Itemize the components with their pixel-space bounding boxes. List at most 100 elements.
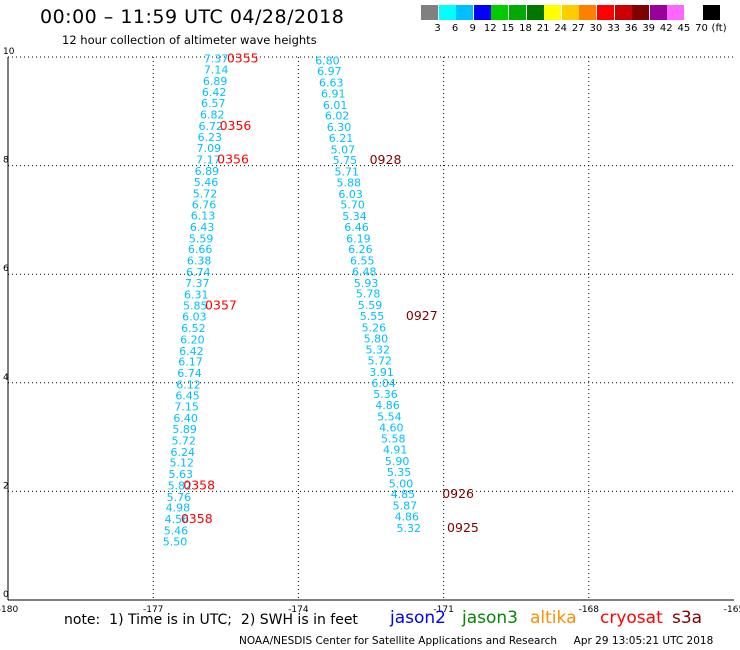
satellite-label-jason3: jason3 xyxy=(462,608,518,628)
wave-height-value: 6.74 xyxy=(177,367,202,380)
wave-height-value: 6.20 xyxy=(180,333,205,346)
pass-time-label: 0925 xyxy=(447,520,479,535)
scale-swatch xyxy=(685,5,702,20)
scale-swatch xyxy=(491,5,509,20)
wave-height-value: 6.45 xyxy=(175,389,200,402)
wave-height-value: 5.12 xyxy=(170,457,195,470)
scale-label: 30 xyxy=(589,23,603,34)
scale-swatch xyxy=(649,5,667,20)
wave-height-value: 4.86 xyxy=(395,510,420,523)
wave-height-value: 5.88 xyxy=(336,176,361,189)
scale-swatch xyxy=(421,5,438,20)
scale-label: 12 xyxy=(483,23,497,34)
scale-swatch xyxy=(526,5,544,20)
scale-label: 15 xyxy=(501,23,515,34)
wave-height-value: 7.17 xyxy=(196,154,221,167)
wave-height-value: 6.82 xyxy=(200,109,225,122)
wave-height-value: 6.46 xyxy=(344,221,369,234)
pass-time-label: 0357 xyxy=(205,298,237,313)
wave-height-value: 5.46 xyxy=(164,524,189,537)
wave-height-value: 5.89 xyxy=(172,423,197,436)
wave-height-value: 6.31 xyxy=(184,288,209,301)
wave-height-value: 5.75 xyxy=(333,154,358,167)
wave-height-value: 6.55 xyxy=(350,255,375,268)
wave-height-value: 5.00 xyxy=(389,477,414,490)
chart-subtitle: 12 hour collection of altimeter wave hei… xyxy=(62,33,317,47)
scale-swatch xyxy=(509,5,526,20)
wave-height-value: 6.24 xyxy=(170,446,195,459)
scale-label: (ft) xyxy=(711,23,727,34)
x-tick-label: -177 xyxy=(143,605,163,615)
scale-swatch xyxy=(632,5,650,20)
y-tick-label: 2 xyxy=(3,481,9,491)
wave-height-value: 5.59 xyxy=(358,299,383,312)
wave-height-value: 7.09 xyxy=(197,142,222,155)
scale-swatch xyxy=(667,5,685,20)
wave-height-value: 6.97 xyxy=(317,65,342,78)
wave-height-value: 6.76 xyxy=(192,199,217,212)
wave-height-value: 6.38 xyxy=(187,255,212,268)
wave-height-value: 5.55 xyxy=(360,310,385,323)
x-tick-label: -168 xyxy=(579,605,600,615)
wave-height-value: 5.54 xyxy=(377,410,402,423)
scale-label: 21 xyxy=(536,23,550,34)
wave-height-value: 5.59 xyxy=(189,232,214,245)
scale-swatch xyxy=(579,5,597,20)
wave-height-value: 5.78 xyxy=(356,288,381,301)
y-tick-label: 4 xyxy=(3,373,9,383)
scale-label: 33 xyxy=(607,23,620,34)
scale-label: 18 xyxy=(519,23,532,34)
wave-height-value: 6.21 xyxy=(329,132,354,145)
wave-height-value: 5.93 xyxy=(354,277,379,290)
scale-swatch xyxy=(561,5,579,20)
wave-height-value: 7.37 xyxy=(185,277,210,290)
wave-height-value: 6.26 xyxy=(348,243,373,256)
satellite-label-jason2: jason2 xyxy=(390,608,446,628)
pass-time-label: 0356 xyxy=(220,118,252,133)
scale-label: 9 xyxy=(469,23,476,34)
scale-label: 24 xyxy=(554,23,568,34)
x-tick-label: -180 xyxy=(0,605,18,615)
y-tick-label: 8 xyxy=(3,156,9,166)
wave-height-value: 6.23 xyxy=(198,131,223,144)
wave-height-value: 5.90 xyxy=(385,455,410,468)
satellite-label-s3a: s3a xyxy=(672,608,703,628)
wave-height-value: 6.63 xyxy=(319,77,344,90)
wave-height-value: 5.34 xyxy=(342,210,367,223)
wave-height-value: 4.56 xyxy=(165,513,190,526)
y-tick-label: 0 xyxy=(3,590,9,600)
pass-time-label: 0358 xyxy=(181,511,213,526)
scale-label: 36 xyxy=(624,23,638,34)
wave-height-value: 4.98 xyxy=(166,502,191,515)
footer-note: note: 1) Time is in UTC; 2) SWH is in fe… xyxy=(64,612,358,628)
wave-height-value: 4.91 xyxy=(383,444,408,457)
wave-height-value: 5.82 xyxy=(168,479,193,492)
wave-height-value: 5.80 xyxy=(364,332,389,345)
wave-height-value: 6.43 xyxy=(190,221,215,234)
wave-height-value: 6.42 xyxy=(202,86,227,99)
wave-height-value: 5.70 xyxy=(340,199,365,212)
wave-height-value: 6.01 xyxy=(323,99,348,112)
scale-swatch xyxy=(456,5,474,20)
scale-swatch xyxy=(544,5,562,20)
scale-label: 3 xyxy=(434,23,441,34)
pass-time-label: 0356 xyxy=(217,152,249,167)
satellite-label-cryosat: cryosat xyxy=(600,608,663,628)
wave-height-value: 5.36 xyxy=(373,388,398,401)
wave-height-value: 5.50 xyxy=(163,535,188,548)
pass-time-label: 0928 xyxy=(370,152,402,167)
x-tick-label: -165 xyxy=(724,605,740,615)
wave-height-value: 6.03 xyxy=(182,311,207,324)
scale-label: 42 xyxy=(659,23,673,34)
wave-height-value: 5.63 xyxy=(169,468,194,481)
wave-height-value: 5.76 xyxy=(167,491,192,504)
wave-height-value: 7.14 xyxy=(204,63,229,76)
wave-height-value: 5.35 xyxy=(387,466,412,479)
wave-height-value: 4.85 xyxy=(391,488,416,501)
wave-height-value: 6.40 xyxy=(173,412,198,425)
wave-height-value: 6.89 xyxy=(203,75,228,88)
wave-height-value: 6.13 xyxy=(191,210,216,223)
satellite-label-altika: altika xyxy=(530,608,577,628)
wave-height-value: 5.72 xyxy=(193,187,218,200)
wave-height-value: 6.02 xyxy=(325,110,350,123)
